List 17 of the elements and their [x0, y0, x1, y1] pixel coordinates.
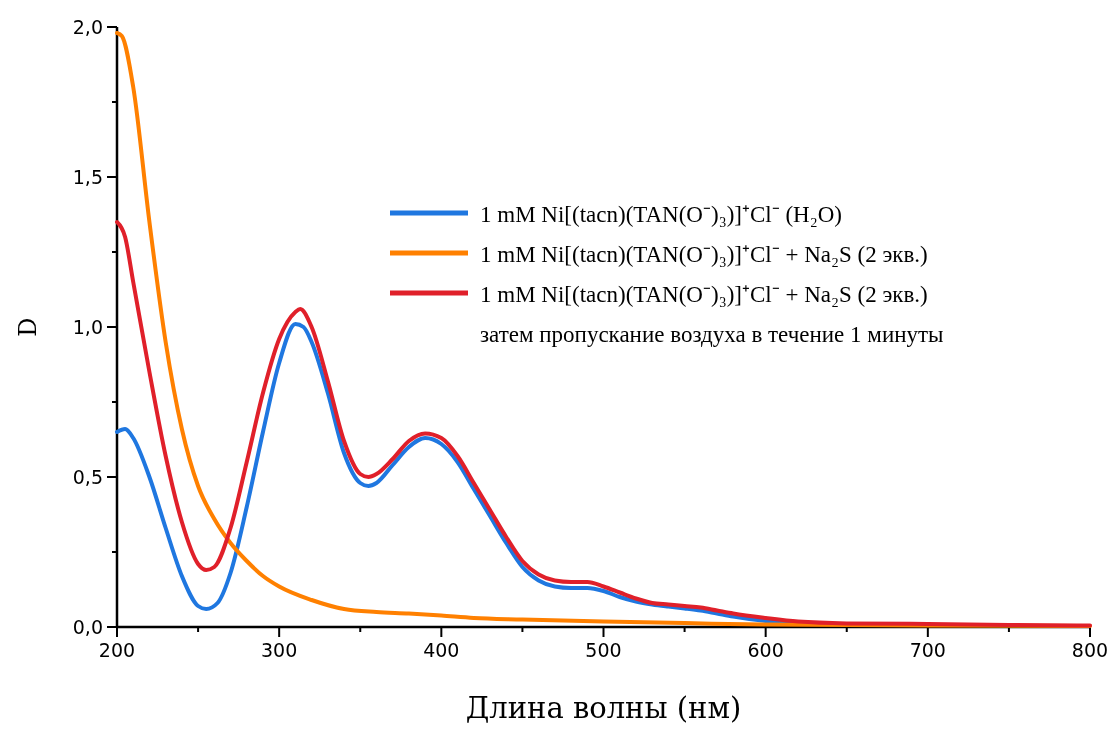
x-tick-label: 600	[747, 639, 784, 661]
x-axis-title: Длина волны (нм)	[465, 691, 742, 725]
y-tick-label: 1,0	[72, 316, 103, 338]
y-tick-label: 1,5	[72, 166, 103, 188]
y-tick-label: 0,5	[72, 466, 103, 488]
x-tick-label: 200	[98, 639, 136, 661]
legend-label: 1 mM Ni[(tacn)(TAN(O⁻)₃)]⁺Cl⁻ + Na₂S (2 экв.) затем пропускание воздуха в течение 1 минуты	[480, 282, 944, 347]
y-tick-label: 2,0	[72, 16, 103, 38]
legend-label: 1 mM Ni[(tacn)(TAN(O⁻)₃)]⁺Cl⁻ + Na₂S (2 экв.)	[480, 242, 928, 267]
x-tick-label: 500	[585, 639, 622, 661]
y-axis-title: D	[14, 317, 42, 337]
y-tick-label: 0,0	[72, 616, 103, 638]
x-tick-label: 800	[1071, 639, 1109, 661]
x-tick-label: 400	[423, 639, 460, 661]
legend-label: 1 mM Ni[(tacn)(TAN(O⁻)₃)]⁺Cl⁻ (H₂O)	[480, 202, 843, 227]
x-tick-label: 700	[909, 639, 946, 661]
x-tick-label: 300	[261, 639, 298, 661]
